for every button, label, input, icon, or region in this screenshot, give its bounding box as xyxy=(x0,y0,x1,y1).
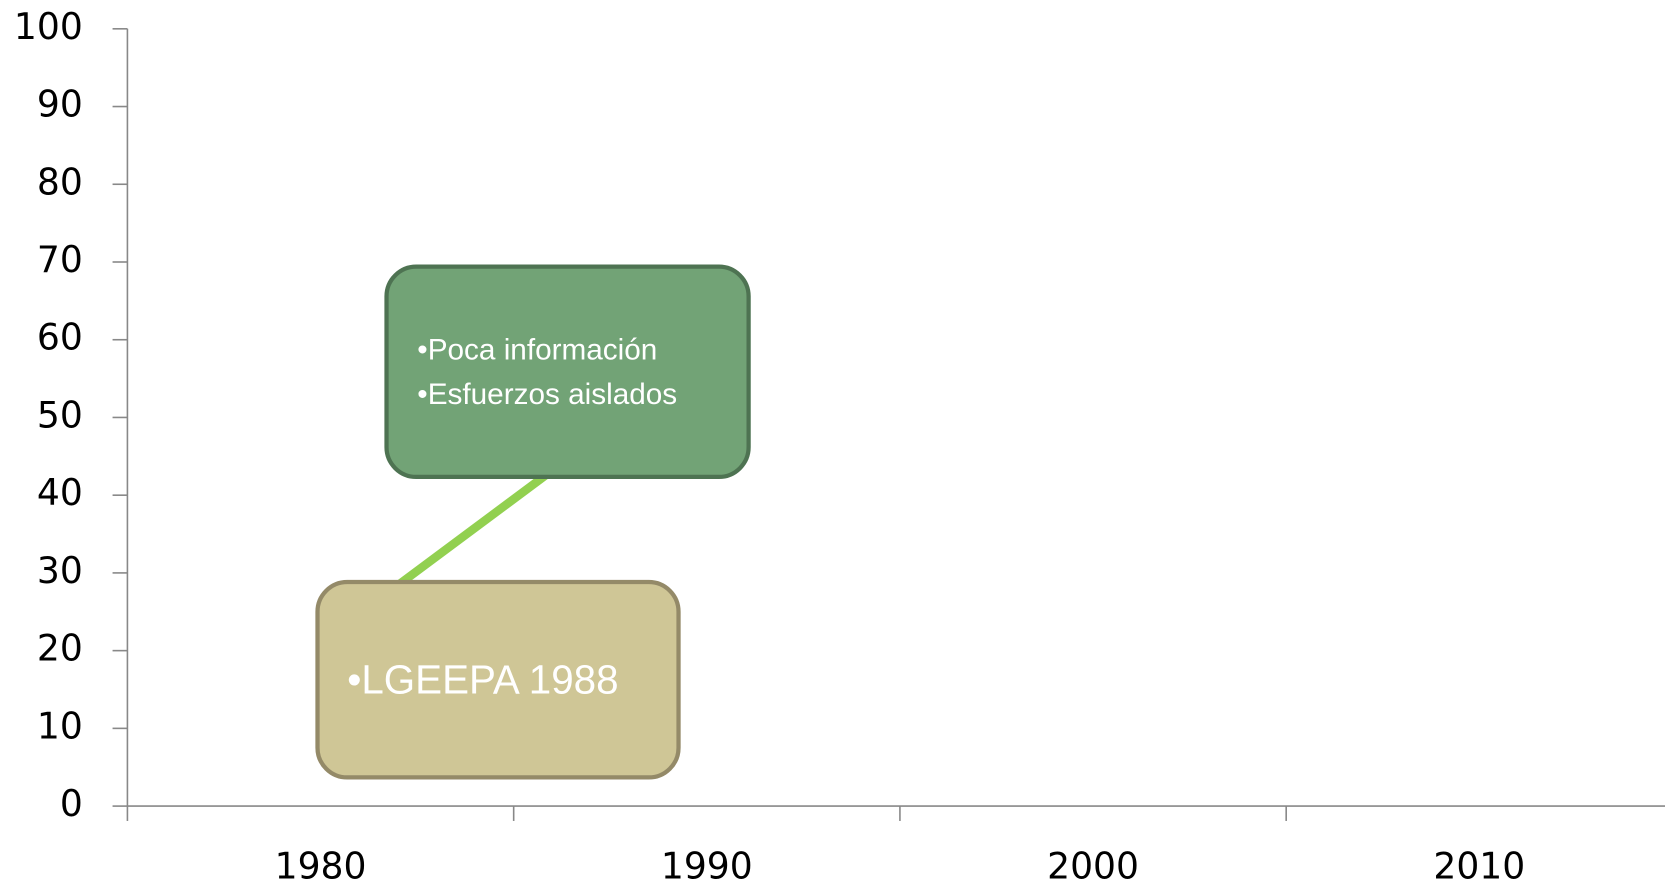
x-tick-label: 2000 xyxy=(1047,845,1139,888)
x-tick-label: 2010 xyxy=(1433,845,1525,888)
annotation-box xyxy=(315,579,681,780)
y-tick-label: 20 xyxy=(37,627,83,670)
y-tick-label: 70 xyxy=(37,238,83,281)
y-tick-label: 100 xyxy=(14,5,83,48)
x-tick-label: 1980 xyxy=(275,845,367,888)
y-tick-label: 30 xyxy=(37,549,83,592)
annotation-text: •Esfuerzos aislados xyxy=(417,378,677,411)
y-tick-label: 90 xyxy=(37,83,83,126)
y-tick-label: 0 xyxy=(60,782,83,825)
y-tick-label: 80 xyxy=(37,160,83,203)
y-tick-label: 40 xyxy=(37,471,83,514)
y-tick-label: 50 xyxy=(37,393,83,436)
x-tick-label: 1990 xyxy=(661,845,753,888)
annotation-text: •LGEEPA 1988 xyxy=(347,657,618,703)
annotation-box xyxy=(384,264,751,480)
y-tick-label: 10 xyxy=(37,704,83,747)
annotation-text: •Poca información xyxy=(417,333,657,366)
y-tick-label: 60 xyxy=(37,316,83,359)
